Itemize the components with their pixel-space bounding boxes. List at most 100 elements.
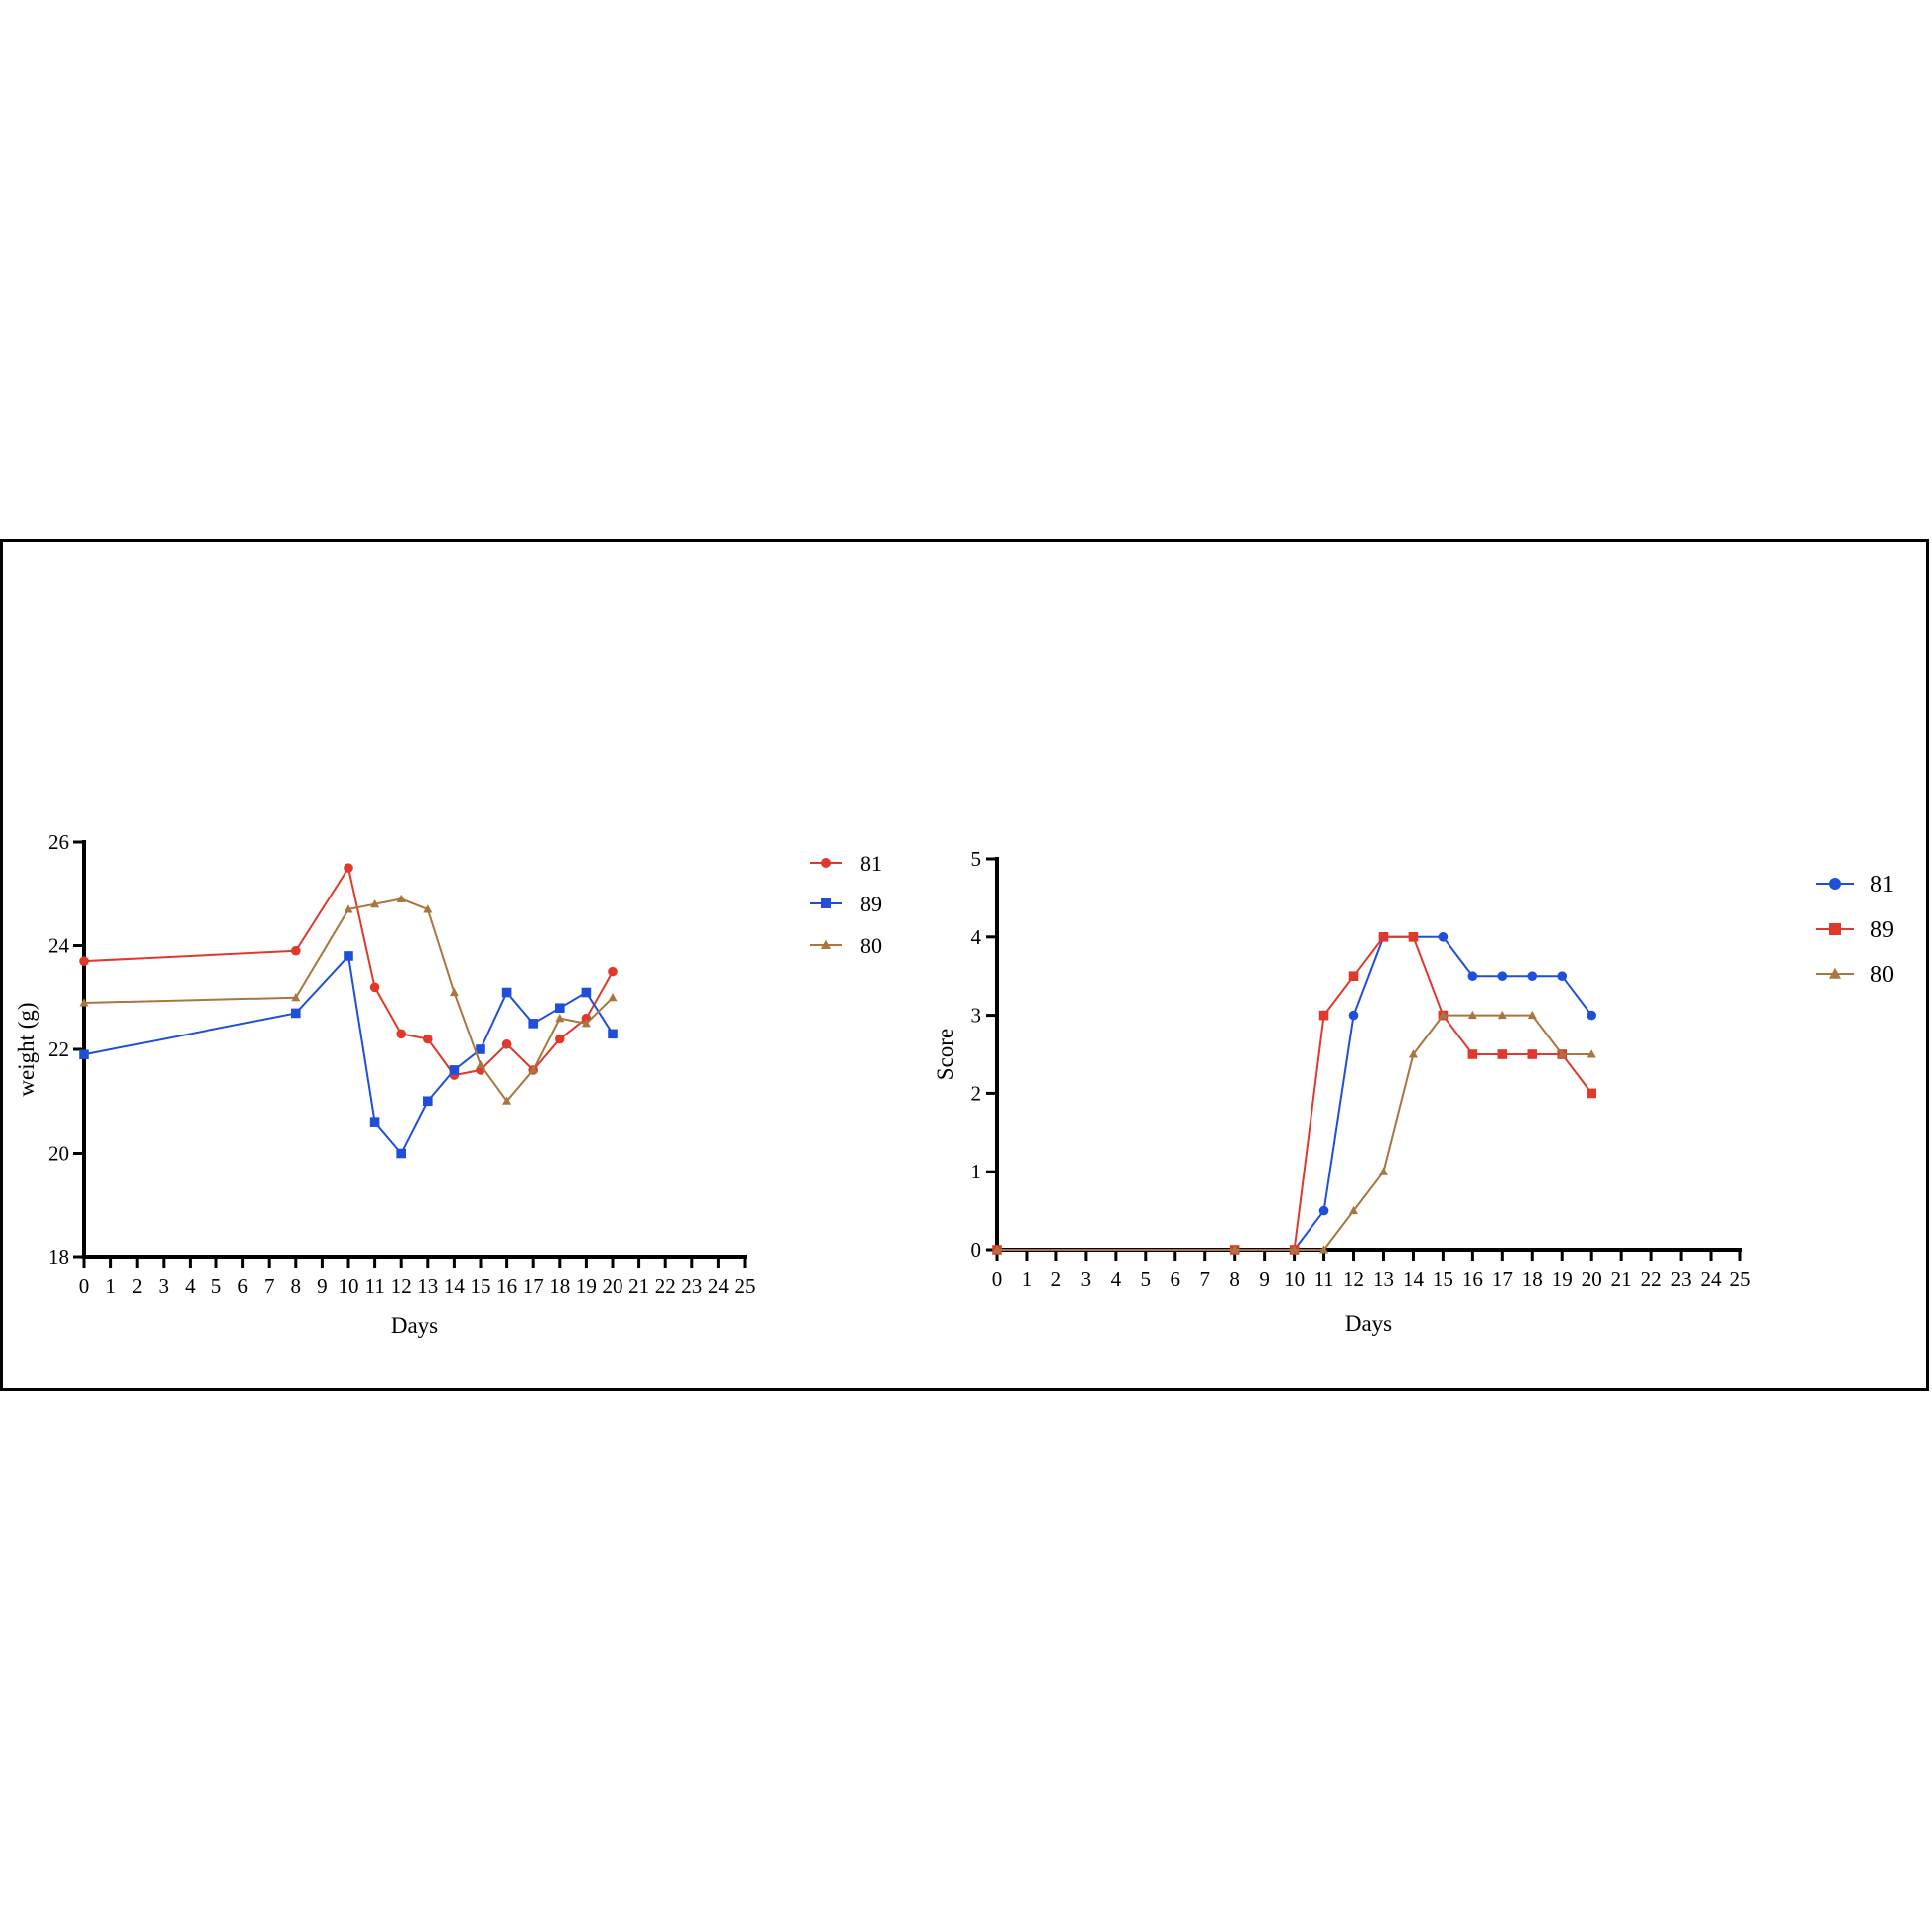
score-point-81 xyxy=(1497,971,1508,981)
weight-point-89 xyxy=(79,1049,89,1060)
score-point-81 xyxy=(1587,1010,1596,1021)
score-x-tick-label: 2 xyxy=(1051,1267,1062,1291)
weight-point-80 xyxy=(423,904,433,913)
weight-chart: 0 1 2 3 4 5 6 7 8 9 10 11 12 13 14 15 16 17 18 19 20 21 22 23 24… xyxy=(14,830,882,1338)
weight-x-tick-label: 25 xyxy=(735,1274,756,1298)
weight-point-89 xyxy=(555,1003,565,1013)
weight-x-tick-label: 16 xyxy=(496,1274,517,1298)
score-point-80 xyxy=(1557,1049,1567,1058)
score-y-tick-label: 4 xyxy=(971,925,982,949)
weight-point-80 xyxy=(581,1019,591,1028)
score-y-tick-label: 0 xyxy=(971,1238,982,1262)
score-x-tick-label: 13 xyxy=(1373,1267,1394,1291)
score-x-tick-label: 5 xyxy=(1141,1267,1152,1291)
score-point-89 xyxy=(1378,932,1389,942)
weight-point-81 xyxy=(608,966,618,977)
weight-series-line-89 xyxy=(83,953,614,1156)
weight-y-tick-label: 18 xyxy=(48,1245,69,1269)
score-legend-label: 80 xyxy=(1870,962,1894,988)
weight-x-tick-label: 12 xyxy=(391,1274,412,1298)
score-x-tick-label: 3 xyxy=(1081,1267,1092,1291)
weight-point-81 xyxy=(369,982,380,993)
weight-legend-label: 81 xyxy=(860,851,882,876)
weight-x-tick-label: 1 xyxy=(105,1274,116,1298)
score-legend-item-80: 80 xyxy=(1816,962,1894,988)
score-x-tick-label: 15 xyxy=(1433,1267,1453,1291)
weight-point-80 xyxy=(79,998,89,1007)
score-x-tick-label: 14 xyxy=(1403,1267,1425,1291)
score-legend-item-81: 81 xyxy=(1816,872,1894,897)
score-x-tick-label: 16 xyxy=(1462,1267,1483,1291)
score-point-81 xyxy=(1318,1205,1329,1216)
score-series-line-81 xyxy=(997,935,1592,1251)
weight-point-89 xyxy=(449,1065,460,1075)
score-x-tick-label: 6 xyxy=(1171,1267,1181,1291)
score-x-tick-label: 1 xyxy=(1022,1267,1033,1291)
score-legend-label: 81 xyxy=(1870,872,1894,897)
weight-x-tick-label: 11 xyxy=(364,1274,384,1298)
weight-point-80 xyxy=(449,987,459,997)
weight-legend-label: 89 xyxy=(860,892,882,916)
weight-legend-item-80: 80 xyxy=(810,933,882,958)
score-point-89 xyxy=(1467,1049,1478,1059)
score-x-tick-label: 0 xyxy=(992,1267,1003,1291)
weight-point-80 xyxy=(608,993,618,1002)
weight-x-tick-label: 10 xyxy=(339,1274,359,1298)
weight-x-tick-label: 5 xyxy=(211,1274,222,1298)
score-x-tick-label: 20 xyxy=(1582,1267,1602,1291)
score-chart: 0 1 2 3 4 5 6 7 8 9 10 11 12 13 14 15 16 17 18 19 20 21 22 23 24… xyxy=(933,847,1894,1336)
weight-point-89 xyxy=(476,1044,485,1054)
score-x-tick-label: 24 xyxy=(1701,1267,1723,1291)
score-x-tick-label: 4 xyxy=(1111,1267,1122,1291)
weight-x-axis-title: Days xyxy=(391,1313,438,1338)
weight-point-81 xyxy=(501,1038,512,1049)
score-x-tick-label: 9 xyxy=(1259,1267,1270,1291)
score-point-81 xyxy=(1467,971,1478,981)
score-point-81 xyxy=(1527,971,1538,981)
score-point-80 xyxy=(1408,1049,1418,1058)
score-point-81 xyxy=(1438,932,1449,942)
weight-point-89 xyxy=(344,951,353,961)
weight-point-80 xyxy=(528,1065,538,1074)
weight-point-80 xyxy=(555,1013,565,1023)
weight-x-tick-label: 2 xyxy=(132,1274,143,1298)
score-x-tick-label: 7 xyxy=(1199,1267,1210,1291)
score-point-80 xyxy=(1467,1010,1477,1020)
weight-legend-marker xyxy=(821,939,831,949)
score-point-80 xyxy=(1230,1245,1240,1254)
score-x-tick-label: 18 xyxy=(1522,1267,1543,1291)
score-legend-marker xyxy=(1829,878,1841,890)
weight-legend-item-81: 81 xyxy=(810,851,882,876)
score-point-89 xyxy=(1587,1088,1596,1099)
weight-legend-marker xyxy=(821,898,831,908)
weight-series-89 xyxy=(79,951,618,1159)
weight-point-89 xyxy=(608,1029,618,1039)
weight-point-81 xyxy=(344,863,353,873)
score-series-line-89 xyxy=(997,935,1592,1251)
weight-x-tick-label: 17 xyxy=(523,1274,544,1298)
weight-point-80 xyxy=(502,1096,512,1105)
weight-point-81 xyxy=(291,945,301,956)
weight-point-89 xyxy=(369,1117,380,1127)
score-series-80 xyxy=(992,1010,1596,1254)
weight-point-80 xyxy=(344,904,353,913)
score-point-89 xyxy=(1527,1049,1538,1059)
score-y-tick-label: 5 xyxy=(971,847,982,871)
weight-legend-marker xyxy=(821,858,831,868)
weight-point-80 xyxy=(370,898,380,908)
weight-point-81 xyxy=(423,1034,433,1044)
score-x-tick-label: 12 xyxy=(1343,1267,1364,1291)
score-x-tick-label: 11 xyxy=(1313,1267,1333,1291)
score-point-80 xyxy=(1290,1245,1300,1254)
weight-x-tick-label: 14 xyxy=(444,1274,466,1298)
weight-series-80 xyxy=(79,894,618,1105)
weight-x-tick-label: 18 xyxy=(549,1274,570,1298)
weight-point-89 xyxy=(581,987,592,998)
weight-x-tick-label: 23 xyxy=(681,1274,702,1298)
score-point-89 xyxy=(1497,1049,1508,1059)
score-point-80 xyxy=(1497,1010,1507,1020)
score-point-80 xyxy=(1349,1205,1359,1215)
score-point-89 xyxy=(1408,932,1419,942)
weight-x-tick-label: 7 xyxy=(264,1274,275,1298)
